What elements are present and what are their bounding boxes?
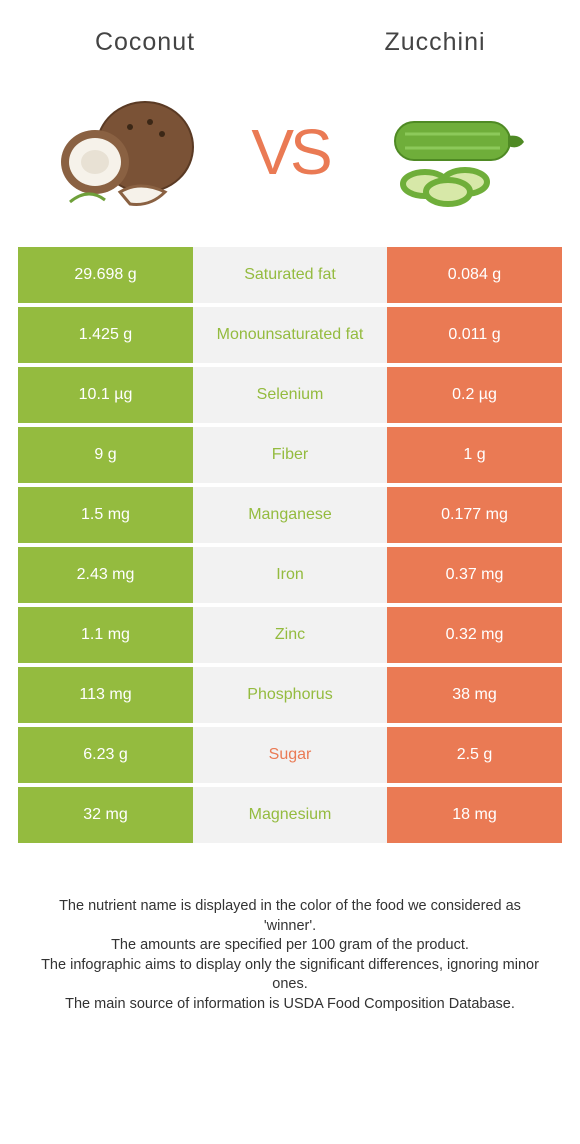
table-row: 1.1 mgZinc0.32 mg <box>18 607 562 663</box>
nutrient-label: Magnesium <box>193 787 387 843</box>
footer-notes: The nutrient name is displayed in the co… <box>0 847 580 1014</box>
footer-line: The main source of information is USDA F… <box>36 995 544 1015</box>
right-value: 1 g <box>387 427 562 483</box>
right-value: 0.084 g <box>387 247 562 303</box>
nutrient-label: Monounsaturated fat <box>193 307 387 363</box>
coconut-icon <box>45 87 215 217</box>
table-row: 1.5 mgManganese0.177 mg <box>18 487 562 543</box>
left-value: 113 mg <box>18 667 193 723</box>
table-row: 32 mgMagnesium18 mg <box>18 787 562 843</box>
nutrient-label: Saturated fat <box>193 247 387 303</box>
header-row: Coconut Zucchini <box>0 0 580 67</box>
table-row: 1.425 gMonounsaturated fat0.011 g <box>18 307 562 363</box>
left-value: 29.698 g <box>18 247 193 303</box>
nutrient-label: Selenium <box>193 367 387 423</box>
right-value: 0.011 g <box>387 307 562 363</box>
vs-label: VS <box>235 115 345 189</box>
nutrient-label: Phosphorus <box>193 667 387 723</box>
left-value: 9 g <box>18 427 193 483</box>
comparison-table: 29.698 gSaturated fat0.084 g1.425 gMonou… <box>18 247 562 843</box>
right-value: 18 mg <box>387 787 562 843</box>
right-value: 0.37 mg <box>387 547 562 603</box>
left-value: 1.1 mg <box>18 607 193 663</box>
footer-line: The amounts are specified per 100 gram o… <box>36 936 544 956</box>
nutrient-label: Zinc <box>193 607 387 663</box>
table-row: 10.1 µgSelenium0.2 µg <box>18 367 562 423</box>
zucchini-icon <box>365 87 535 217</box>
left-value: 32 mg <box>18 787 193 843</box>
left-title: Coconut <box>0 28 290 57</box>
table-row: 29.698 gSaturated fat0.084 g <box>18 247 562 303</box>
right-value: 38 mg <box>387 667 562 723</box>
left-value: 1.425 g <box>18 307 193 363</box>
table-row: 6.23 gSugar2.5 g <box>18 727 562 783</box>
table-row: 113 mgPhosphorus38 mg <box>18 667 562 723</box>
table-row: 2.43 mgIron0.37 mg <box>18 547 562 603</box>
left-value: 1.5 mg <box>18 487 193 543</box>
left-value: 6.23 g <box>18 727 193 783</box>
right-value: 2.5 g <box>387 727 562 783</box>
nutrient-label: Iron <box>193 547 387 603</box>
right-value: 0.2 µg <box>387 367 562 423</box>
footer-line: The infographic aims to display only the… <box>36 956 544 995</box>
left-value: 2.43 mg <box>18 547 193 603</box>
nutrient-label: Manganese <box>193 487 387 543</box>
left-value: 10.1 µg <box>18 367 193 423</box>
right-title: Zucchini <box>290 28 580 57</box>
table-row: 9 gFiber1 g <box>18 427 562 483</box>
right-value: 0.32 mg <box>387 607 562 663</box>
right-value: 0.177 mg <box>387 487 562 543</box>
nutrient-label: Sugar <box>193 727 387 783</box>
nutrient-label: Fiber <box>193 427 387 483</box>
vs-row: VS <box>0 67 580 247</box>
footer-line: The nutrient name is displayed in the co… <box>36 897 544 936</box>
